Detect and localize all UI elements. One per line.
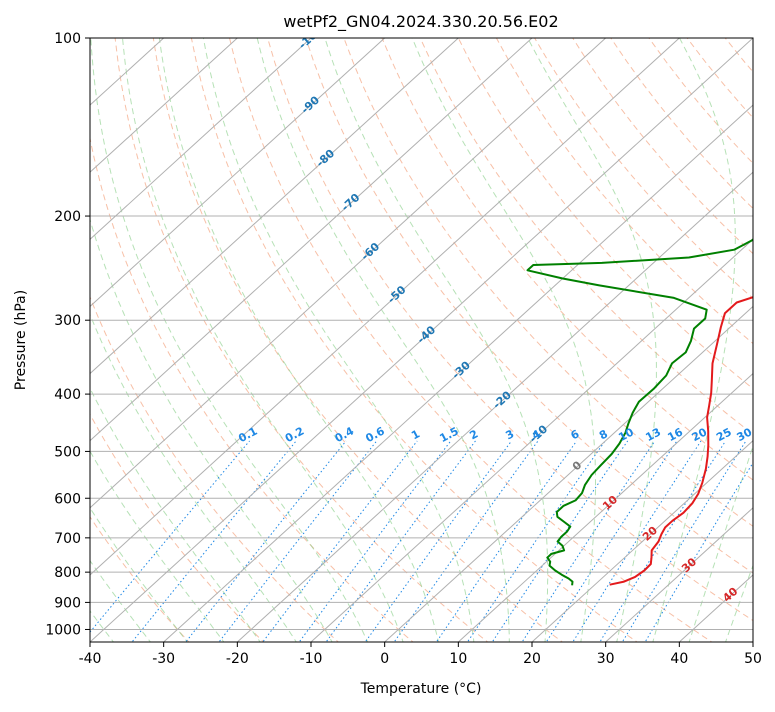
mixing-ratio-label: 25 [714, 425, 734, 444]
dry-adiabat [687, 38, 775, 644]
dry-adiabat [230, 38, 716, 644]
x-tick-label: 10 [449, 651, 467, 667]
mixing-ratio-line [80, 441, 250, 645]
moist-adiabat [38, 38, 298, 644]
dry-adiabat [191, 38, 640, 644]
temperature-profile-line [610, 38, 775, 585]
mixing-ratio-label: 3 [503, 427, 516, 442]
isotherm-line [164, 38, 775, 642]
dry-adiabat [382, 38, 775, 644]
moist-adiabat [761, 38, 775, 644]
inline-labels: -100-90-80-70-60-50-40-30-20-10010203040… [236, 23, 775, 604]
isotherm-line [753, 38, 775, 642]
dry-adiabat [115, 38, 491, 644]
x-tick-label: 50 [744, 651, 762, 667]
x-tick-label: -10 [300, 651, 323, 667]
mixing-ratio-label: 0.4 [333, 424, 357, 445]
moist-adiabat [725, 38, 775, 644]
isotherm-line [0, 38, 458, 642]
mixing-ratio-line [621, 441, 746, 645]
dry-adiabat [39, 38, 341, 644]
x-tick-label: -40 [79, 651, 102, 667]
mixing-ratio-label: 6 [569, 427, 582, 442]
x-tick-label: -30 [152, 651, 175, 667]
mixing-ratio-label: 30 [735, 425, 755, 444]
dry-adiabat [649, 38, 775, 644]
moist-adiabat [652, 38, 735, 644]
y-tick-label: 600 [54, 491, 81, 507]
pressure-grid [0, 38, 775, 642]
mixing-ratio-label: 0.1 [236, 425, 259, 446]
dry-adiabat [535, 38, 775, 644]
mixing-ratio-line [466, 441, 605, 645]
isotherm-line [0, 38, 385, 642]
moist-adiabat [123, 38, 405, 644]
isotherm-line [0, 38, 606, 642]
mixing-ratio-line [261, 441, 417, 645]
mixing-ratio-line [393, 441, 539, 645]
y-tick-label: 1000 [45, 622, 81, 638]
mixing-ratio-line [130, 441, 296, 645]
isotherm-line [0, 38, 311, 642]
mixing-ratio-line [521, 441, 655, 645]
mixing-ratio-label: 8 [597, 427, 610, 442]
y-tick-label: 700 [54, 531, 81, 547]
mixing-ratio-label: 36 [755, 425, 775, 444]
x-tick-label: 20 [523, 651, 541, 667]
dewpoint-profile-line [528, 38, 775, 585]
dry-adiabat [725, 38, 775, 644]
x-tick-label: 0 [380, 651, 389, 667]
y-tick-label: 300 [54, 313, 81, 329]
moist-adiabat [63, 38, 334, 644]
chart-title: wetPf2_GN04.2024.330.20.56.E02 [283, 12, 558, 32]
y-tick-label: 200 [54, 209, 81, 225]
mixing-ratio-label: 1 [409, 427, 422, 442]
x-axis-title: Temperature (°C) [360, 681, 482, 697]
mixing-ratio-label: 16 [665, 425, 685, 444]
y-tick-label: 800 [54, 565, 81, 581]
y-tick-label: 500 [54, 444, 81, 460]
isotherm-line [0, 38, 237, 642]
y-tick-label: 100 [54, 31, 81, 47]
moist-adiabat [91, 38, 369, 644]
y-tick-label: 900 [54, 595, 81, 611]
profile-lines [528, 38, 775, 585]
mixing-ratio-label: 2 [467, 427, 480, 442]
background-lines [0, 38, 775, 644]
dry-adiabat [1, 38, 267, 644]
x-tick-label: 30 [597, 651, 615, 667]
mixing-ratio-line [297, 441, 450, 645]
moist-adiabat [257, 38, 509, 644]
mixing-ratio-label: 0.2 [283, 424, 306, 445]
isotherm-line [16, 38, 679, 642]
dry-adiabat [763, 38, 775, 644]
moist-adiabat [688, 38, 775, 644]
mixing-ratio-line [184, 441, 346, 645]
y-axis-title: Pressure (hPa) [13, 290, 29, 390]
mixing-ratio-label: 13 [643, 425, 663, 444]
x-tick-label: 40 [670, 651, 688, 667]
moist-adiabat [203, 38, 474, 644]
y-tick-label: 400 [54, 387, 81, 403]
x-tick-label: -20 [226, 651, 249, 667]
dry-adiabat [306, 38, 775, 644]
dry-adiabat [268, 38, 775, 644]
isotherm-line [0, 38, 532, 642]
